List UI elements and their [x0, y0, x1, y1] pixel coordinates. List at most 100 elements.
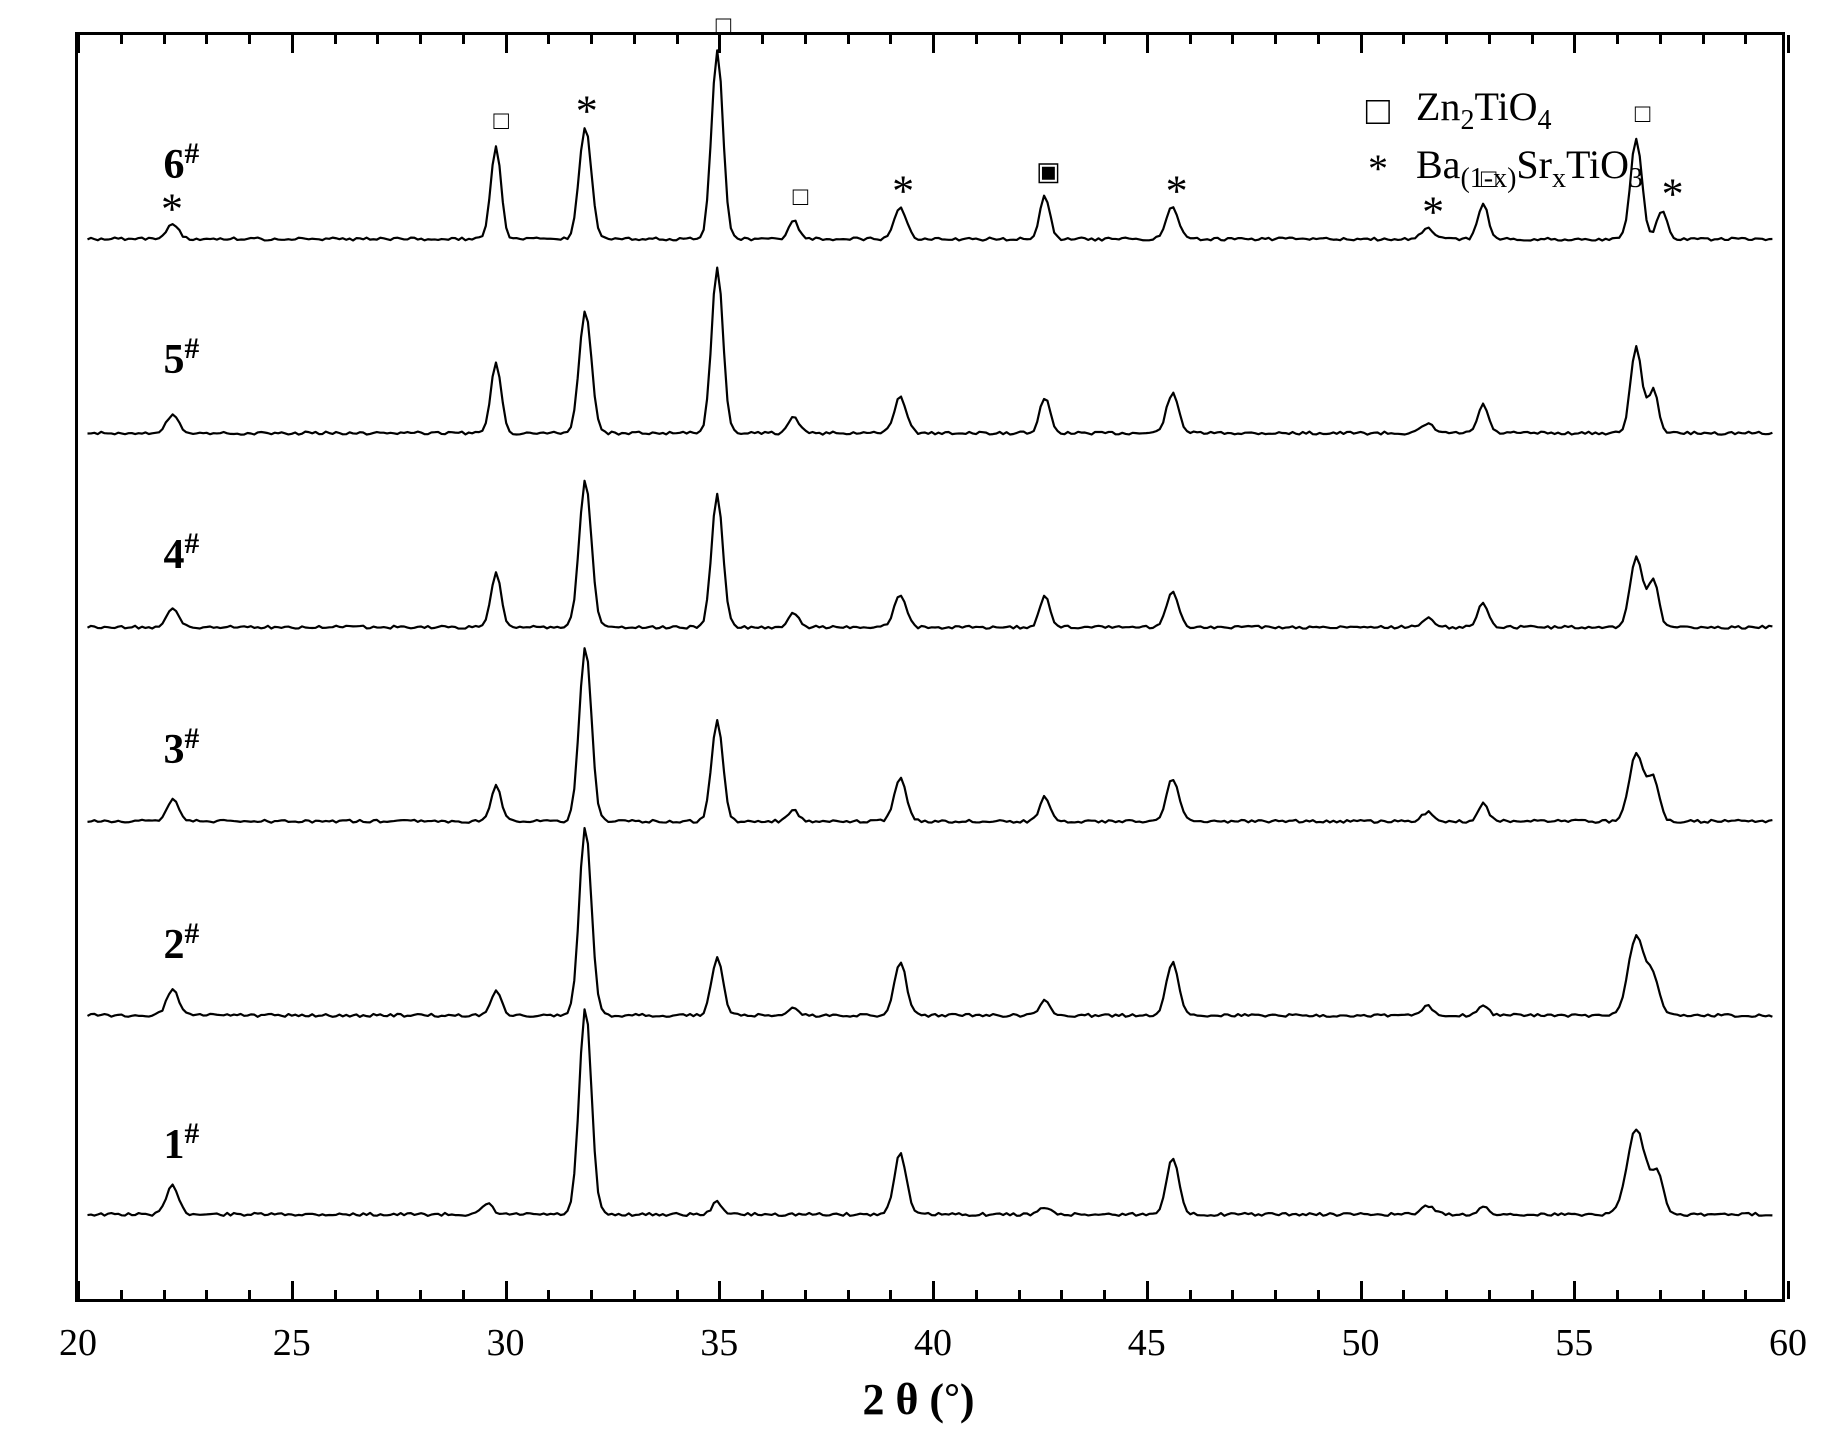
x-tick: [1445, 1290, 1448, 1299]
x-tick: [205, 1290, 208, 1299]
x-tick: [1573, 1281, 1576, 1299]
x-tick: [505, 1281, 508, 1299]
x-tick: [1060, 1290, 1063, 1299]
x-tick: [889, 1290, 892, 1299]
x-tick: [1659, 35, 1662, 44]
x-tick: [718, 1281, 721, 1299]
series-label: 5#: [164, 335, 200, 381]
x-tick: [889, 35, 892, 44]
series-label: 4#: [164, 530, 200, 576]
x-tick: [847, 35, 850, 44]
x-tick: [1616, 35, 1619, 44]
x-tick: [1616, 1290, 1619, 1299]
phase-marker-square: □: [793, 184, 809, 210]
x-tick: [1744, 1290, 1747, 1299]
x-tick-label: 55: [1555, 1321, 1593, 1365]
x-tick: [1360, 1281, 1363, 1299]
x-tick: [547, 1290, 550, 1299]
x-tick: [1787, 1281, 1790, 1299]
x-tick: [291, 1281, 294, 1299]
x-tick: [547, 35, 550, 44]
x-tick-label: 60: [1769, 1321, 1807, 1365]
legend-item: □Zn2TiO4: [1358, 83, 1643, 137]
x-tick: [462, 35, 465, 44]
x-tick: [1573, 35, 1576, 53]
x-tick: [1659, 1290, 1662, 1299]
x-tick: [1231, 35, 1234, 44]
x-tick: [1317, 35, 1320, 44]
x-tick: [590, 1290, 593, 1299]
x-axis-label: 2 θ (°): [862, 1374, 974, 1425]
x-tick: [1445, 35, 1448, 44]
legend-label: Ba(1-x)SrxTiO3: [1416, 141, 1643, 195]
x-tick: [77, 35, 80, 53]
x-tick: [633, 35, 636, 44]
xrd-figure: *□*□□*▣**□□* 1#2#3#4#5#6# 20253035404550…: [0, 0, 1837, 1435]
x-tick: [1103, 35, 1106, 44]
x-tick: [1744, 35, 1747, 44]
x-tick: [1189, 35, 1192, 44]
xrd-series-4: [87, 481, 1772, 629]
xrd-series-5: [87, 268, 1772, 435]
x-tick-label: 40: [914, 1321, 952, 1365]
phase-marker-star: *: [161, 187, 183, 231]
x-tick: [1488, 35, 1491, 44]
x-tick: [248, 1290, 251, 1299]
x-tick: [1702, 35, 1705, 44]
x-tick: [1787, 35, 1790, 53]
x-tick: [932, 1281, 935, 1299]
x-tick: [1103, 1290, 1106, 1299]
x-tick: [419, 35, 422, 44]
x-tick: [676, 35, 679, 44]
x-tick: [163, 1290, 166, 1299]
x-tick: [1146, 1281, 1149, 1299]
x-tick: [376, 1290, 379, 1299]
x-tick: [462, 1290, 465, 1299]
x-tick: [804, 35, 807, 44]
plot-area: *□*□□*▣**□□* 1#2#3#4#5#6# 20253035404550…: [75, 32, 1785, 1302]
x-tick: [120, 1290, 123, 1299]
x-tick-label: 25: [273, 1321, 311, 1365]
x-tick: [1060, 35, 1063, 44]
x-tick: [1488, 1290, 1491, 1299]
x-tick: [761, 35, 764, 44]
x-tick-label: 35: [700, 1321, 738, 1365]
x-tick-label: 20: [59, 1321, 97, 1365]
x-tick: [163, 35, 166, 44]
x-tick: [1189, 1290, 1192, 1299]
x-tick: [676, 1290, 679, 1299]
x-tick: [975, 1290, 978, 1299]
x-tick: [505, 35, 508, 53]
x-tick: [376, 35, 379, 44]
series-label: 3#: [164, 725, 200, 771]
x-tick: [1018, 1290, 1021, 1299]
x-tick: [932, 35, 935, 53]
x-tick: [718, 35, 721, 53]
phase-marker-star: *: [1166, 169, 1188, 213]
legend-symbol: *: [1358, 145, 1398, 192]
x-tick-label: 50: [1342, 1321, 1380, 1365]
phase-marker-square: ▣: [1036, 159, 1061, 185]
phase-marker-star: *: [1662, 173, 1684, 217]
phase-marker-star: *: [576, 90, 598, 134]
x-tick-label: 45: [1128, 1321, 1166, 1365]
x-tick: [847, 1290, 850, 1299]
xrd-series-2: [87, 828, 1772, 1017]
x-tick: [1531, 1290, 1534, 1299]
x-tick: [1274, 1290, 1277, 1299]
x-tick: [633, 1290, 636, 1299]
xrd-series-1: [87, 1009, 1772, 1216]
x-tick: [1274, 35, 1277, 44]
legend-label: Zn2TiO4: [1416, 83, 1551, 137]
x-tick: [804, 1290, 807, 1299]
x-tick: [120, 35, 123, 44]
x-tick: [1360, 35, 1363, 53]
x-tick: [975, 35, 978, 44]
x-tick: [1702, 1290, 1705, 1299]
x-tick: [1402, 35, 1405, 44]
series-label: 6#: [164, 140, 200, 186]
x-tick: [1402, 1290, 1405, 1299]
x-tick: [334, 1290, 337, 1299]
legend-item: * Ba(1-x)SrxTiO3: [1358, 141, 1643, 195]
x-tick: [1146, 35, 1149, 53]
